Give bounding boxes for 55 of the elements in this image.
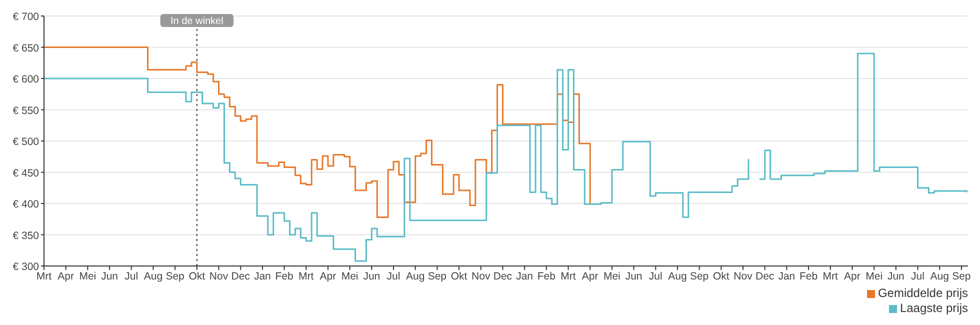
- x-tick-label: Okt: [188, 270, 206, 282]
- x-tick-label: Jul: [911, 270, 924, 282]
- x-tick-label: Feb: [537, 270, 556, 282]
- x-tick-label: Jul: [648, 270, 662, 282]
- x-tick-label: Mrt: [36, 270, 52, 282]
- x-tick-label: Dec: [231, 270, 250, 282]
- x-tick-label: Apr: [844, 270, 861, 282]
- x-tick-label: Mrt: [560, 270, 576, 282]
- x-tick-label: Mrt: [298, 270, 314, 282]
- x-tick-label: Jan: [254, 270, 272, 282]
- x-tick-label: Jul: [124, 270, 138, 282]
- legend-label: Laagste prijs: [900, 301, 968, 316]
- y-tick-label: € 300: [12, 261, 40, 273]
- y-tick-label: € 450: [12, 167, 40, 180]
- x-tick-label: Mei: [341, 270, 358, 282]
- y-tick-label: € 500: [12, 136, 40, 148]
- x-tick-label: Dec: [756, 270, 774, 282]
- y-tick-label: € 700: [12, 11, 40, 23]
- x-tick-label: Sep: [428, 270, 447, 282]
- x-tick-label: Aug: [930, 270, 950, 282]
- x-tick-label: Mei: [603, 270, 620, 282]
- x-tick-label: Apr: [58, 270, 75, 282]
- x-tick-label: Feb: [275, 270, 294, 282]
- x-tick-label: Nov: [472, 270, 491, 282]
- x-tick-label: Aug: [144, 270, 163, 282]
- x-tick-label: Jan: [516, 270, 534, 282]
- x-tick-label: Okt: [450, 270, 468, 282]
- x-tick-label: Jul: [386, 270, 400, 282]
- x-tick-label: Nov: [734, 270, 754, 282]
- x-tick-label: Jan: [778, 270, 796, 282]
- x-tick-label: Jun: [101, 270, 118, 282]
- legend-label: Gemiddelde prijs: [878, 286, 968, 301]
- x-tick-label: Mrt: [822, 270, 838, 282]
- x-tick-label: Mei: [79, 270, 96, 282]
- x-tick-label: Okt: [712, 270, 730, 282]
- x-tick-label: Sep: [690, 270, 709, 282]
- x-tick-label: Sep: [952, 270, 971, 282]
- y-tick-label: € 350: [12, 230, 40, 242]
- ref-line-label: In de winkel: [170, 16, 224, 27]
- x-tick-label: Apr: [320, 270, 337, 282]
- x-tick-label: Apr: [582, 270, 599, 282]
- x-tick-label: Dec: [493, 270, 512, 282]
- y-tick-label: € 600: [12, 74, 40, 86]
- x-tick-label: Mei: [866, 270, 883, 282]
- x-tick-label: Jun: [625, 270, 642, 282]
- x-tick-label: Aug: [668, 270, 687, 282]
- y-tick-label: € 400: [12, 198, 40, 210]
- x-tick-label: Aug: [406, 270, 425, 282]
- y-tick-label: € 650: [12, 42, 40, 54]
- x-tick-label: Sep: [166, 270, 185, 282]
- x-tick-label: Feb: [799, 270, 818, 282]
- x-tick-label: Nov: [209, 270, 229, 282]
- x-tick-label: Jun: [363, 270, 380, 282]
- y-tick-label: € 550: [12, 104, 40, 117]
- x-tick-label: Jun: [887, 270, 905, 282]
